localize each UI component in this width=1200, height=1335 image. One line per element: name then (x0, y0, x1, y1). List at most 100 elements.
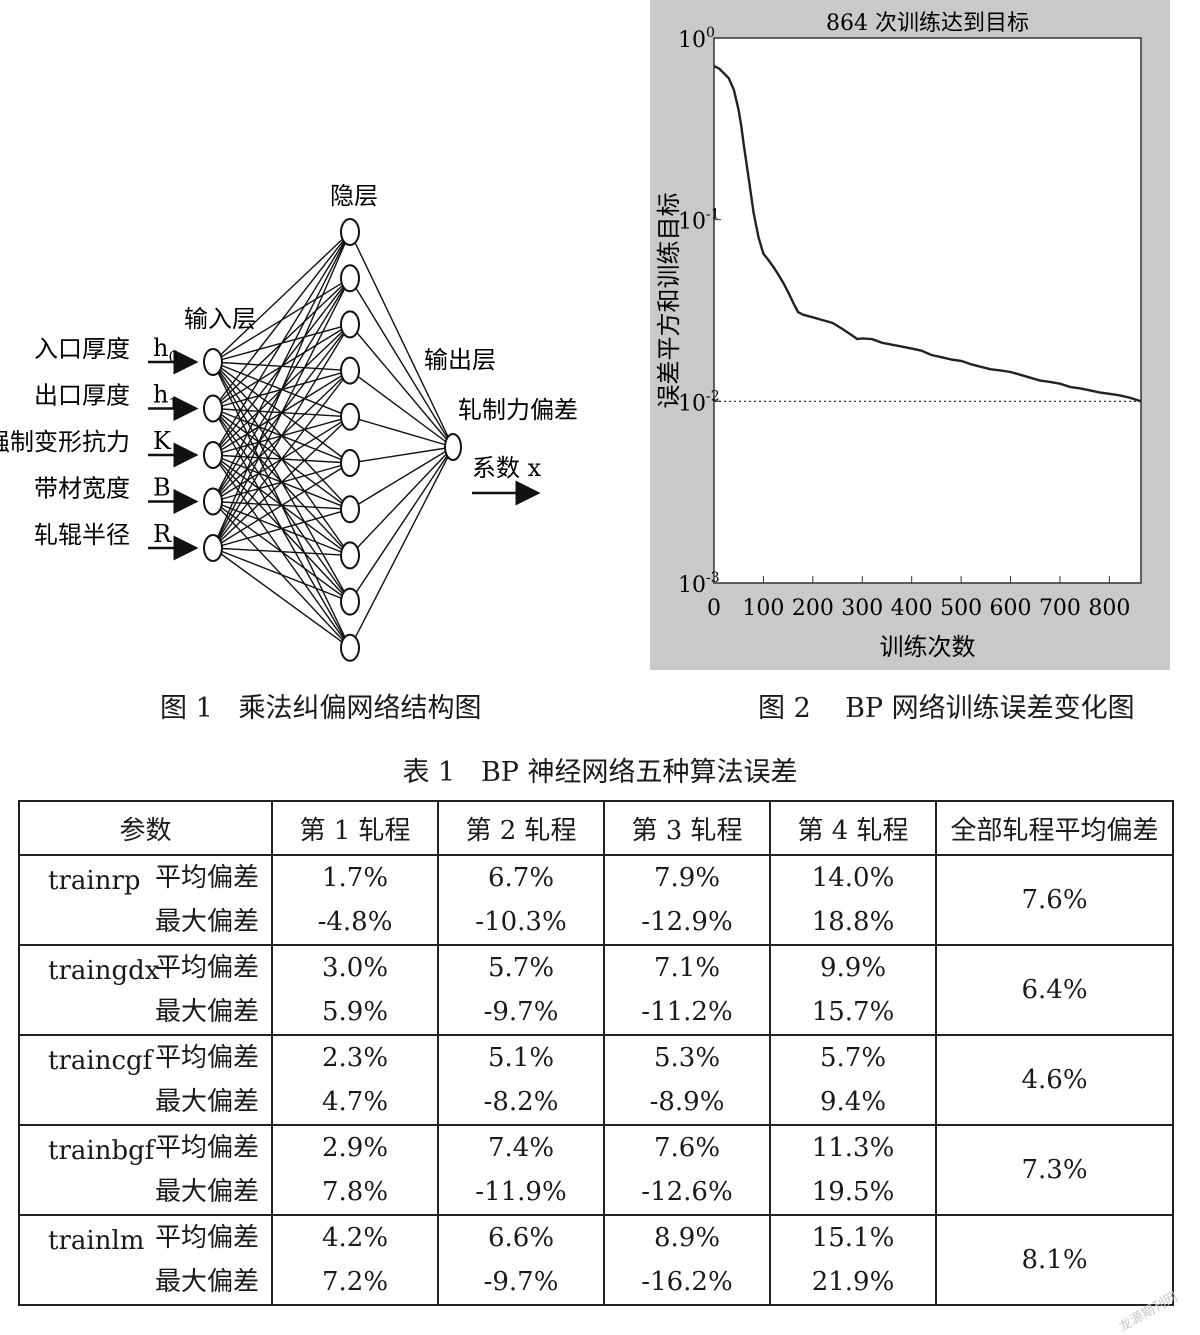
y-tick-base: 10 (678, 573, 706, 598)
hidden-node (340, 633, 360, 662)
mean-deviation-value: 7.4% (487, 1133, 555, 1163)
algorithm-name: trainlm (48, 1226, 145, 1256)
mean-deviation-label: 平均偏差 (155, 953, 260, 983)
x-tick-label: 500 (940, 596, 982, 621)
max-deviation-value: 5.9% (321, 997, 389, 1027)
table-header-row: 参数第 1 轧程第 2 轧程第 3 轧程第 4 轧程 全部轧程平均偏差 (18, 800, 1174, 856)
overall-deviation-cell: 8.1% (935, 1214, 1174, 1306)
y-tick-label: 10-2 (678, 388, 720, 416)
algorithm-cell: trainrp 平均偏差 最大偏差 (18, 854, 273, 946)
value-cell: 6.7% -10.3% (437, 854, 605, 946)
mean-deviation-value: 9.9% (819, 953, 887, 983)
x-tick-label: 600 (990, 596, 1032, 621)
x-tick-label: 800 (1088, 596, 1130, 621)
value-cell: 5.7% 9.4% (769, 1034, 937, 1126)
max-deviation-value: -9.7% (483, 997, 559, 1027)
input-node (203, 348, 223, 376)
mean-deviation-value: 14.0% (811, 863, 895, 893)
value-cell: 14.0% 18.8% (769, 854, 937, 946)
max-deviation-value: -12.6% (641, 1177, 733, 1207)
y-tick-exponent: 0 (706, 25, 715, 41)
table-title: 表 1 BP 神经网络五种算法误差 (402, 757, 798, 788)
y-tick-exponent: -3 (706, 570, 720, 586)
value-cell: 3.0% 5.9% (271, 944, 439, 1036)
input-symbol: R (153, 520, 172, 548)
mean-deviation-value: 4.2% (321, 1223, 389, 1253)
svg-text:h0: h0 (153, 334, 178, 366)
algorithm-name: trainbgf (48, 1136, 155, 1166)
value-cell: 11.3% 19.5% (769, 1124, 937, 1216)
input-name-label: 强制变形抗力 (0, 428, 130, 456)
max-deviation-value: 15.7% (811, 997, 895, 1027)
mean-deviation-value: 5.7% (487, 953, 555, 983)
max-deviation-value: -9.7% (483, 1267, 559, 1297)
input-symbol: K (153, 427, 172, 455)
output-layer-label: 输出层 (424, 346, 496, 374)
svg-text:B: B (153, 474, 171, 502)
input-node (203, 441, 223, 469)
max-deviation-value: -12.9% (641, 907, 733, 937)
x-tick-label: 700 (1039, 596, 1081, 621)
algorithm-cell: traincgf 平均偏差最大偏差 (18, 1034, 273, 1126)
value-cell: 1.7% -4.8% (271, 854, 439, 946)
mean-deviation-value: 2.3% (321, 1043, 389, 1073)
mean-deviation-value: 2.9% (321, 1133, 389, 1163)
max-deviation-value: -4.8% (317, 907, 393, 937)
max-deviation-value: 7.2% (321, 1267, 389, 1297)
input-name-label: 轧辊半径 (34, 521, 130, 549)
input-symbol-subscript: 1 (168, 395, 178, 413)
input-symbol-subscript: 0 (168, 348, 178, 366)
value-cell: 2.3% 4.7% (271, 1034, 439, 1126)
algorithm-name: traingdx (48, 956, 160, 986)
hidden-layer-label: 隐层 (330, 182, 378, 210)
input-node (203, 534, 223, 562)
chart-title: 864 次训练达到目标 (826, 11, 1029, 36)
x-tick-label: 0 (707, 596, 721, 621)
max-deviation-label: 最大偏差 (155, 1267, 260, 1297)
algorithm-name: traincgf (48, 1046, 153, 1076)
mean-deviation-label: 平均偏差 (155, 1043, 260, 1073)
max-deviation-label: 最大偏差 (155, 1087, 260, 1117)
y-tick-base: 10 (678, 391, 706, 416)
output-node (444, 433, 462, 461)
table-header-cell: 第 2 轧程 (437, 800, 605, 856)
figure1-caption: 图 1 乘法纠偏网络结构图 (160, 693, 482, 724)
plot-area (713, 37, 1142, 584)
max-deviation-value: -8.2% (483, 1087, 559, 1117)
mean-deviation-value: 6.7% (487, 863, 555, 893)
y-tick-exponent: -2 (706, 388, 720, 404)
svg-text:R: R (153, 520, 172, 548)
max-deviation-value: 4.7% (321, 1087, 389, 1117)
value-cell: 5.1% -8.2% (437, 1034, 605, 1126)
mean-deviation-label: 平均偏差 (155, 1223, 260, 1253)
value-cell: 4.2% 7.2% (271, 1214, 439, 1306)
table-row: trainlm 平均偏差最大偏差 4.2% 7.2% 6.6% -9.7% 8.9% -16.… (18, 1214, 1174, 1306)
table-header-cell: 参数 (18, 800, 273, 856)
max-deviation-value: -8.9% (649, 1087, 725, 1117)
figure2-caption: 图 2 BP 网络训练误差变化图 (758, 693, 1135, 724)
table-row: trainbgf 平均偏差 最大偏差 2.9% 7.8% 7.4% -11.9% 7.6% -1… (18, 1124, 1174, 1216)
y-tick-label: 10-3 (678, 570, 720, 598)
value-cell: 5.3% -8.9% (603, 1034, 771, 1126)
max-deviation-value: 18.8% (811, 907, 895, 937)
error-curve (713, 65, 1142, 403)
max-deviation-value: 19.5% (811, 1177, 895, 1207)
input-symbol: B (153, 474, 171, 502)
y-tick-base: 10 (678, 28, 706, 53)
mean-deviation-label: 平均偏差 (155, 863, 260, 893)
x-axis-label: 训练次数 (880, 633, 976, 661)
max-deviation-label: 最大偏差 (155, 997, 260, 1027)
mean-deviation-value: 6.6% (487, 1223, 555, 1253)
output-coef-label: 系数 x (472, 454, 542, 482)
value-cell: 6.6% -9.7% (437, 1214, 605, 1306)
hidden-node (340, 587, 360, 616)
value-cell: 8.9% -16.2% (603, 1214, 771, 1306)
value-cell: 7.4% -11.9% (437, 1124, 605, 1216)
y-axis-label: 误差平方和训练目标 (655, 193, 683, 409)
x-tick-label: 200 (792, 596, 834, 621)
input-node (203, 487, 223, 516)
mean-deviation-value: 15.1% (811, 1223, 895, 1253)
value-cell: 2.9% 7.8% (271, 1124, 439, 1216)
y-tick-label: 100 (678, 25, 715, 53)
